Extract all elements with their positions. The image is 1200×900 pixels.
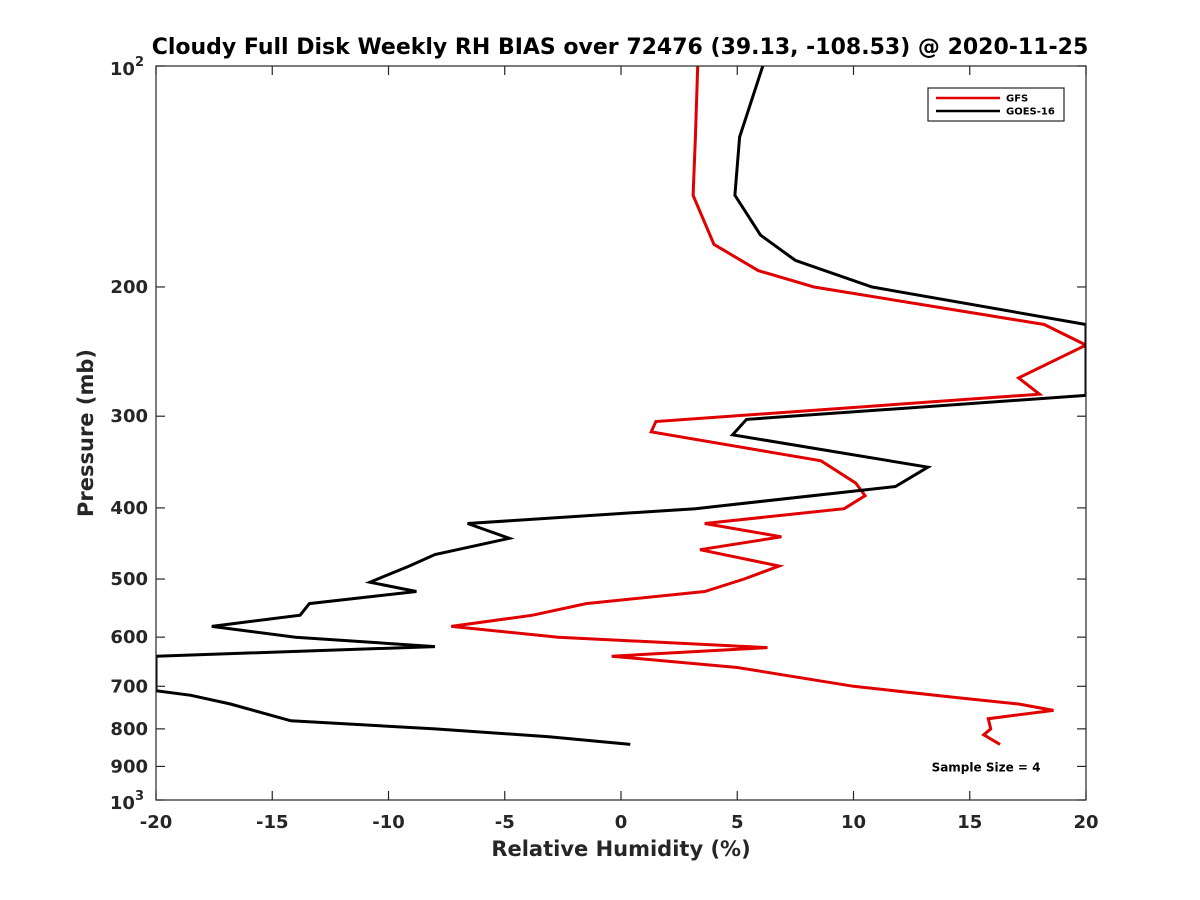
y-tick-label: 500 bbox=[110, 569, 148, 590]
legend: GFS GOES-16 bbox=[927, 87, 1065, 122]
series-line-gfs bbox=[451, 66, 1086, 746]
x-axis-label: Relative Humidity (%) bbox=[491, 837, 750, 861]
x-tick-label: 10 bbox=[841, 812, 866, 833]
x-tick-label: 15 bbox=[957, 812, 982, 833]
y-tick-label: 200 bbox=[110, 277, 148, 298]
y-tick-label-power: 102 bbox=[110, 55, 144, 80]
y-tick-label: 700 bbox=[110, 676, 148, 697]
y-tick-label: 400 bbox=[110, 498, 148, 519]
legend-box bbox=[927, 87, 1065, 122]
x-tick-label: 5 bbox=[731, 812, 744, 833]
chart-title: Cloudy Full Disk Weekly RH BIAS over 724… bbox=[152, 35, 1089, 60]
y-tick-label: 600 bbox=[110, 627, 148, 648]
legend-label-gfs: GFS bbox=[1006, 94, 1028, 105]
y-tick-label: 900 bbox=[110, 756, 148, 777]
x-tick-label: -10 bbox=[372, 812, 405, 833]
y-tick-label: 300 bbox=[110, 406, 148, 427]
x-tick-label: 20 bbox=[1073, 812, 1098, 833]
x-tick-label: -15 bbox=[256, 812, 289, 833]
y-axis-label: Pressure (mb) bbox=[74, 349, 98, 517]
legend-label-goes-16: GOES-16 bbox=[1006, 107, 1055, 118]
y-tick-label-power: 103 bbox=[110, 789, 144, 814]
y-axis: 102 200 300 400 500 600 700 800 900 103 bbox=[110, 55, 1086, 814]
x-tick-label: -20 bbox=[140, 812, 173, 833]
series-line-goes-16 bbox=[156, 66, 1086, 746]
x-axis: -20 -15 -10 -5 0 5 10 15 20 bbox=[140, 66, 1099, 833]
x-tick-label: 0 bbox=[615, 812, 628, 833]
y-tick-label: 800 bbox=[110, 719, 148, 740]
series-layer bbox=[156, 66, 1086, 746]
sample-size-annotation: Sample Size = 4 bbox=[932, 760, 1041, 774]
x-tick-label: -5 bbox=[495, 812, 515, 833]
